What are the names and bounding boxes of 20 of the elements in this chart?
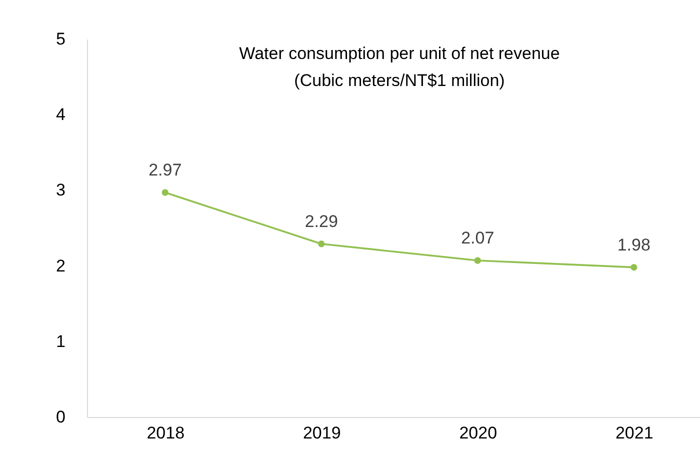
point bbox=[630, 264, 638, 271]
y-tick-label: 0 bbox=[56, 408, 66, 426]
point bbox=[318, 240, 325, 248]
point bbox=[474, 257, 481, 264]
x-tick-label: 2019 bbox=[302, 424, 341, 442]
chart-title: Water consumption per unit of net revenue bbox=[239, 44, 560, 63]
data-label: 2.29 bbox=[304, 212, 338, 231]
x-tick-label: 2021 bbox=[615, 424, 654, 442]
y-tick-label: 4 bbox=[56, 105, 66, 124]
data-label: 2.07 bbox=[461, 228, 494, 248]
x-tick-label: 2018 bbox=[146, 424, 185, 442]
y-tick-label: 2 bbox=[56, 256, 66, 276]
y-tick-label: 3 bbox=[56, 180, 66, 200]
text: (Cubic meters/NT$1 million) bbox=[294, 71, 505, 90]
point bbox=[162, 189, 168, 196]
x-tick-label: 2020 bbox=[459, 424, 498, 442]
y-tick-label: 1 bbox=[56, 332, 66, 351]
data-label: 1.98 bbox=[617, 235, 650, 254]
data-label: 2.97 bbox=[148, 160, 182, 180]
y-tick-label: 5 bbox=[56, 30, 66, 48]
